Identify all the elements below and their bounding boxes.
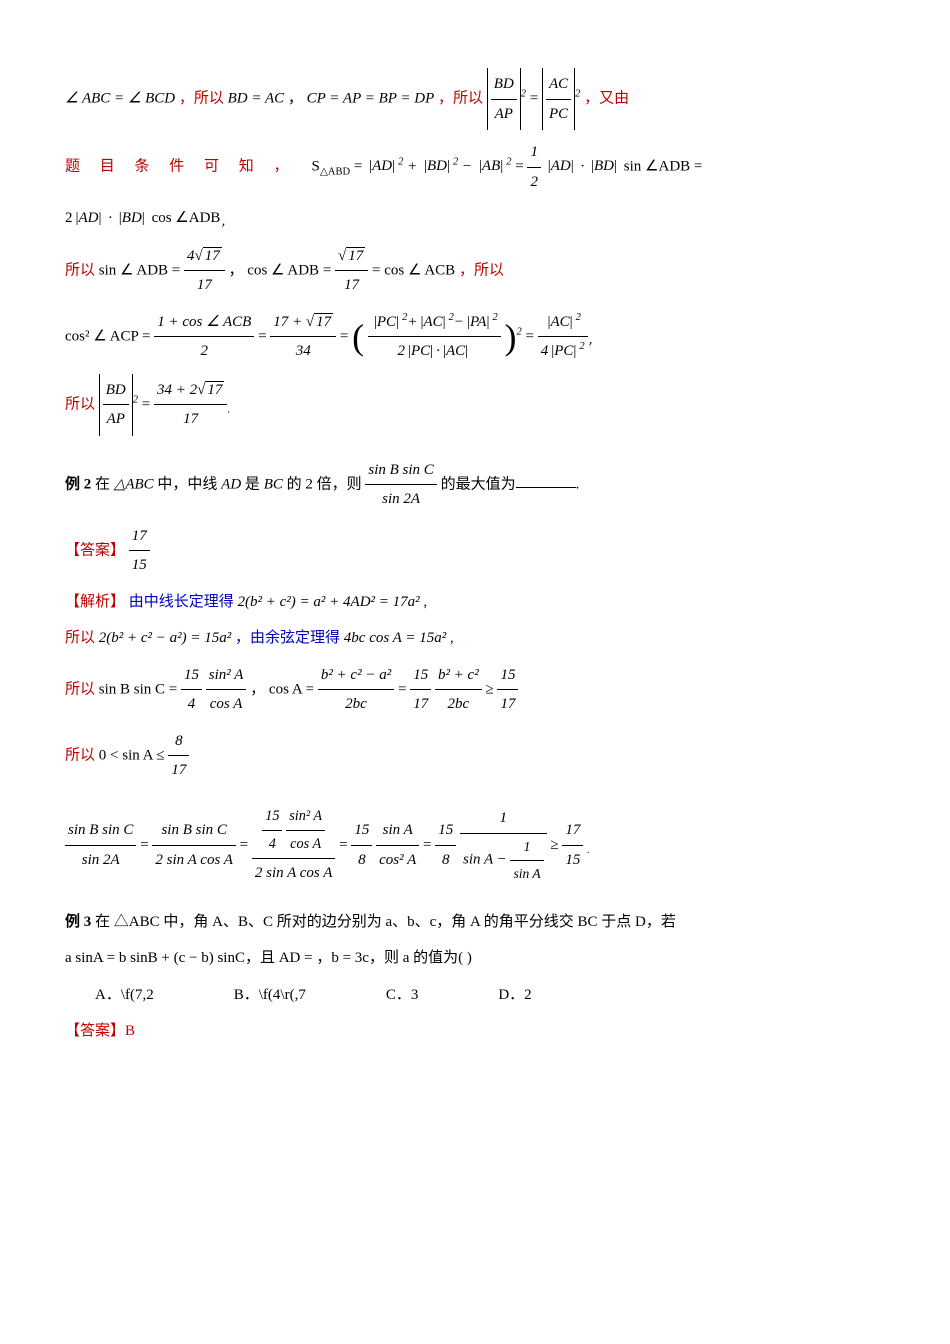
ex3-text: 在 △ABC 中，角 A、B、C 所对的边分别为 a、b、c，角 A 的角平分线… [95, 914, 676, 930]
choice-c: C．3 [386, 981, 419, 1010]
ex2-label: 例 2 [65, 476, 91, 492]
cp-chain: CP = AP = BP = DP [307, 90, 435, 106]
sol2-line5: sin B sin Csin 2A = sin B sin C2 sin A c… [65, 803, 885, 888]
tiaojian-text: 题 目 条 件 可 知 ， [65, 158, 297, 174]
comma-1: ， [288, 90, 303, 106]
sol2-line1: 【解析】 由中线长定理得 2(b² + c²) = a² + 4AD² = 17… [65, 588, 885, 617]
ans3-value: B [125, 1023, 135, 1039]
choice-d: D．2 [498, 981, 531, 1010]
suoyi-3: 所以 [65, 262, 95, 278]
line-3: 2AD · BD cos ∠ADB， [65, 204, 885, 234]
choices: A．\f(7,2 B．\f(4\r(,7 C．3 D．2 [95, 981, 885, 1010]
sol-text1: 由中线长定理得 [129, 594, 234, 610]
sol-eq1: 2(b² + c²) = a² + 4AD² = 17a² [238, 594, 420, 610]
example-2: 例 2 在 △ABC 中，中线 AD 是 BC 的 2 倍，则 sin B si… [65, 456, 885, 514]
sol2-line4: 所以 0 < sin A ≤ 817 [65, 727, 885, 785]
suoyi-2: ，所以 [438, 90, 483, 106]
frac-bd-ap-sq: BDAP2 = ACPC2 [487, 68, 581, 130]
choice-a: A．\f(7,2 [95, 981, 154, 1010]
line-5: cos² ∠ ACP = 1 + cos ∠ ACB2 = 17 + √1734… [65, 308, 885, 366]
blank [516, 487, 576, 488]
line-6: 所以 BDAP2 = 34 + 2√1717 . [65, 374, 885, 436]
sol2-line3: 所以 sin B sin C = 154 sin² Acos A ， cos A… [65, 661, 885, 719]
cos-adb: cos ∠ ADB = √1717 = cos ∠ ACB [247, 242, 455, 300]
suoyi-5: 所以 [65, 396, 95, 412]
sol-label: 【解析】 [65, 594, 125, 610]
line-2: 题 目 条 件 可 知 ， S△ABD = AD2 + BD2 − AB2 = … [65, 138, 885, 196]
bd-eq-ac: BD = AC [228, 90, 285, 106]
ans3-label: 【答案】 [65, 1023, 125, 1039]
area-eq: S△ABD = AD2 + BD2 − AB2 = 12 AD · BD sin… [312, 138, 703, 196]
answer-2: 【答案】 1715 [65, 522, 885, 580]
sin-adb: sin ∠ ADB = 4√1717 [99, 242, 225, 300]
sol2-line2: 所以 2(b² + c² − a²) = 15a² ，由余弦定理得 4bc co… [65, 624, 885, 653]
example-3: 例 3 在 △ABC 中，角 A、B、C 所对的边分别为 a、b、c，角 A 的… [65, 908, 885, 937]
bd-ap-ratio: BDAP2 = 34 + 2√1717 [99, 374, 228, 436]
line-4: 所以 sin ∠ ADB = 4√1717 ， cos ∠ ADB = √171… [65, 242, 885, 300]
suoyi-1: ，所以 [179, 90, 224, 106]
example-3-line2: a sinA = b sinB + (c − b) sinC，且 AD = ，b… [65, 944, 885, 973]
suoyi-4: ，所以 [459, 262, 504, 278]
youyou: ，又由 [584, 90, 629, 106]
ans2-value: 1715 [129, 522, 150, 580]
choice-b: B．\f(4\r(,7 [234, 981, 306, 1010]
ex3-label: 例 3 [65, 914, 91, 930]
answer-3: 【答案】B [65, 1017, 885, 1046]
ex2-frac: sin B sin Csin 2A [365, 456, 436, 514]
angle-abc: ∠ ABC = ∠ BCD [65, 90, 175, 106]
line-1: ∠ ABC = ∠ BCD ，所以 BD = AC ， CP = AP = BP… [65, 68, 885, 130]
ans2-label: 【答案】 [65, 542, 125, 558]
